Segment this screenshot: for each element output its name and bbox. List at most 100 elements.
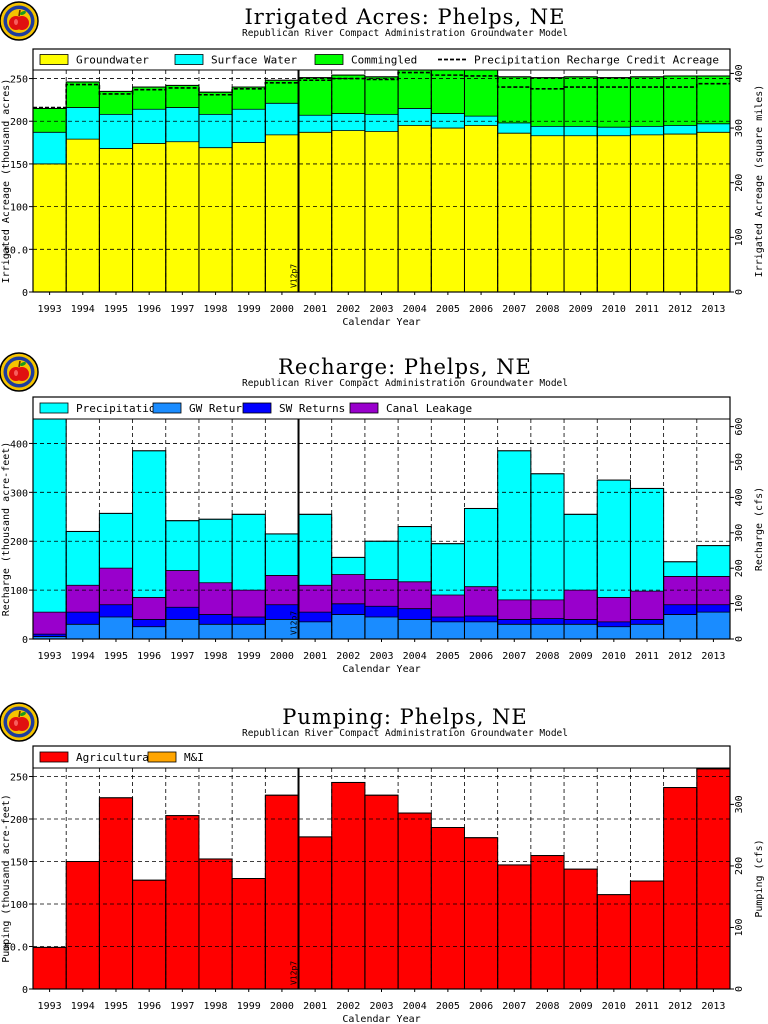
bar-segment	[99, 513, 133, 569]
x-tick-label: 1999	[237, 304, 261, 315]
y-axis-label: Irrigated Acreage (thousand acres)	[1, 79, 12, 284]
bar-segment	[331, 614, 365, 639]
bar-segment	[364, 541, 399, 580]
bar-segment	[198, 92, 233, 115]
right-tick-label: 300	[734, 524, 745, 542]
bar-segment	[232, 878, 266, 989]
bar-segment	[298, 132, 332, 292]
bar-segment	[630, 76, 664, 127]
bar-segment	[663, 787, 697, 989]
bar-segment	[630, 624, 664, 639]
bar-segment	[132, 143, 166, 292]
x-tick-label: 1999	[237, 1001, 261, 1012]
bar-segment	[331, 574, 365, 604]
x-tick-label: 2001	[303, 1001, 327, 1012]
bar-segment	[331, 75, 365, 114]
bar-segment	[99, 604, 133, 617]
series-agricultural	[33, 768, 730, 989]
bar-segment	[630, 881, 664, 989]
bar-segment	[298, 836, 332, 989]
gridlines	[33, 768, 730, 989]
bar-segment	[198, 624, 233, 639]
bar-segment	[198, 147, 233, 292]
bar-segment	[431, 617, 465, 622]
y-tick-label: 200	[10, 815, 28, 826]
x-tick-label: 2002	[336, 1001, 360, 1012]
y-tick-label: 200	[10, 537, 28, 548]
bar-segment	[398, 70, 432, 109]
bar-segment	[464, 621, 498, 639]
bar-segment	[663, 125, 697, 135]
x-tick-label: 2006	[469, 1001, 493, 1012]
bar-segment	[265, 134, 299, 292]
bar-segment	[431, 595, 465, 617]
apple-logo-3	[0, 702, 39, 742]
bar-segment	[696, 612, 730, 639]
right-tick-label: 600	[734, 418, 745, 436]
bar-segment	[132, 626, 166, 639]
bar-segment	[198, 519, 233, 583]
legend-label: M&I	[184, 751, 204, 764]
x-tick-label: 2012	[668, 651, 692, 662]
bar-segment	[597, 894, 631, 989]
x-tick-label: 2003	[369, 651, 393, 662]
bar-segment	[66, 107, 100, 140]
bar-segment	[66, 624, 100, 639]
x-tick-label: 2009	[569, 651, 593, 662]
bar-segment	[564, 590, 598, 620]
legend-label: Canal Leakage	[386, 402, 472, 415]
series-gw-returns	[33, 612, 730, 639]
x-axis: 1993 1994 1995 1996 1997 1998 1999 2000 2001 2002…	[38, 639, 725, 675]
bar-segment	[464, 125, 498, 292]
x-tick-label: 2009	[569, 304, 593, 315]
bar-segment	[497, 450, 531, 600]
right-axis: 0 100 200 300 Pumping (cfs)	[730, 795, 765, 992]
bar-segment	[298, 115, 332, 133]
x-tick-label: 1995	[104, 304, 128, 315]
bar-segment	[232, 617, 266, 625]
bar-segment	[364, 617, 399, 639]
apple-logo-1	[0, 1, 39, 41]
legend-label: Groundwater	[76, 54, 149, 67]
chart-title: Irrigated Acres: Phelps, NE	[244, 5, 565, 29]
bar-segment	[663, 604, 697, 615]
bar-segment	[696, 132, 730, 292]
bar-segment	[597, 626, 631, 639]
bar-segment	[431, 621, 465, 639]
x-tick-label: 2011	[635, 651, 659, 662]
x-axis-label: Calendar Year	[342, 664, 420, 675]
legend: Agricultural M&I	[32, 745, 731, 769]
x-tick-label: 2005	[436, 304, 460, 315]
x-tick-label: 2010	[602, 1001, 626, 1012]
bar-segment	[398, 813, 432, 989]
legend-swatch	[349, 402, 379, 414]
bar-segment	[530, 855, 565, 989]
bar-segment	[298, 585, 332, 613]
x-tick-label: 2011	[635, 304, 659, 315]
bar-segment	[597, 480, 631, 598]
x-tick-label: 1996	[137, 651, 161, 662]
x-tick-label: 1994	[71, 304, 95, 315]
x-tick-label: 1994	[71, 651, 95, 662]
bar-segment	[298, 621, 332, 639]
bar-segment	[364, 795, 399, 989]
bar-segment	[132, 87, 166, 110]
y-tick-label: 100	[10, 900, 28, 911]
bar-segment	[530, 473, 565, 600]
bar-segment	[630, 126, 664, 135]
y-tick-label: 250	[10, 75, 28, 86]
x-tick-label: 2004	[403, 304, 427, 315]
x-tick-label: 2007	[502, 1001, 526, 1012]
series-groundwater	[33, 125, 730, 292]
x-tick-label: 2012	[668, 1001, 692, 1012]
y-axis-label: Pumping (thousand acre-feet)	[1, 794, 12, 963]
right-tick-label: 200	[734, 174, 745, 192]
gridlines	[33, 419, 730, 639]
bar-segment	[232, 142, 266, 292]
bar-segment	[198, 114, 233, 148]
bar-segment	[464, 616, 498, 622]
x-tick-label: 2001	[303, 304, 327, 315]
